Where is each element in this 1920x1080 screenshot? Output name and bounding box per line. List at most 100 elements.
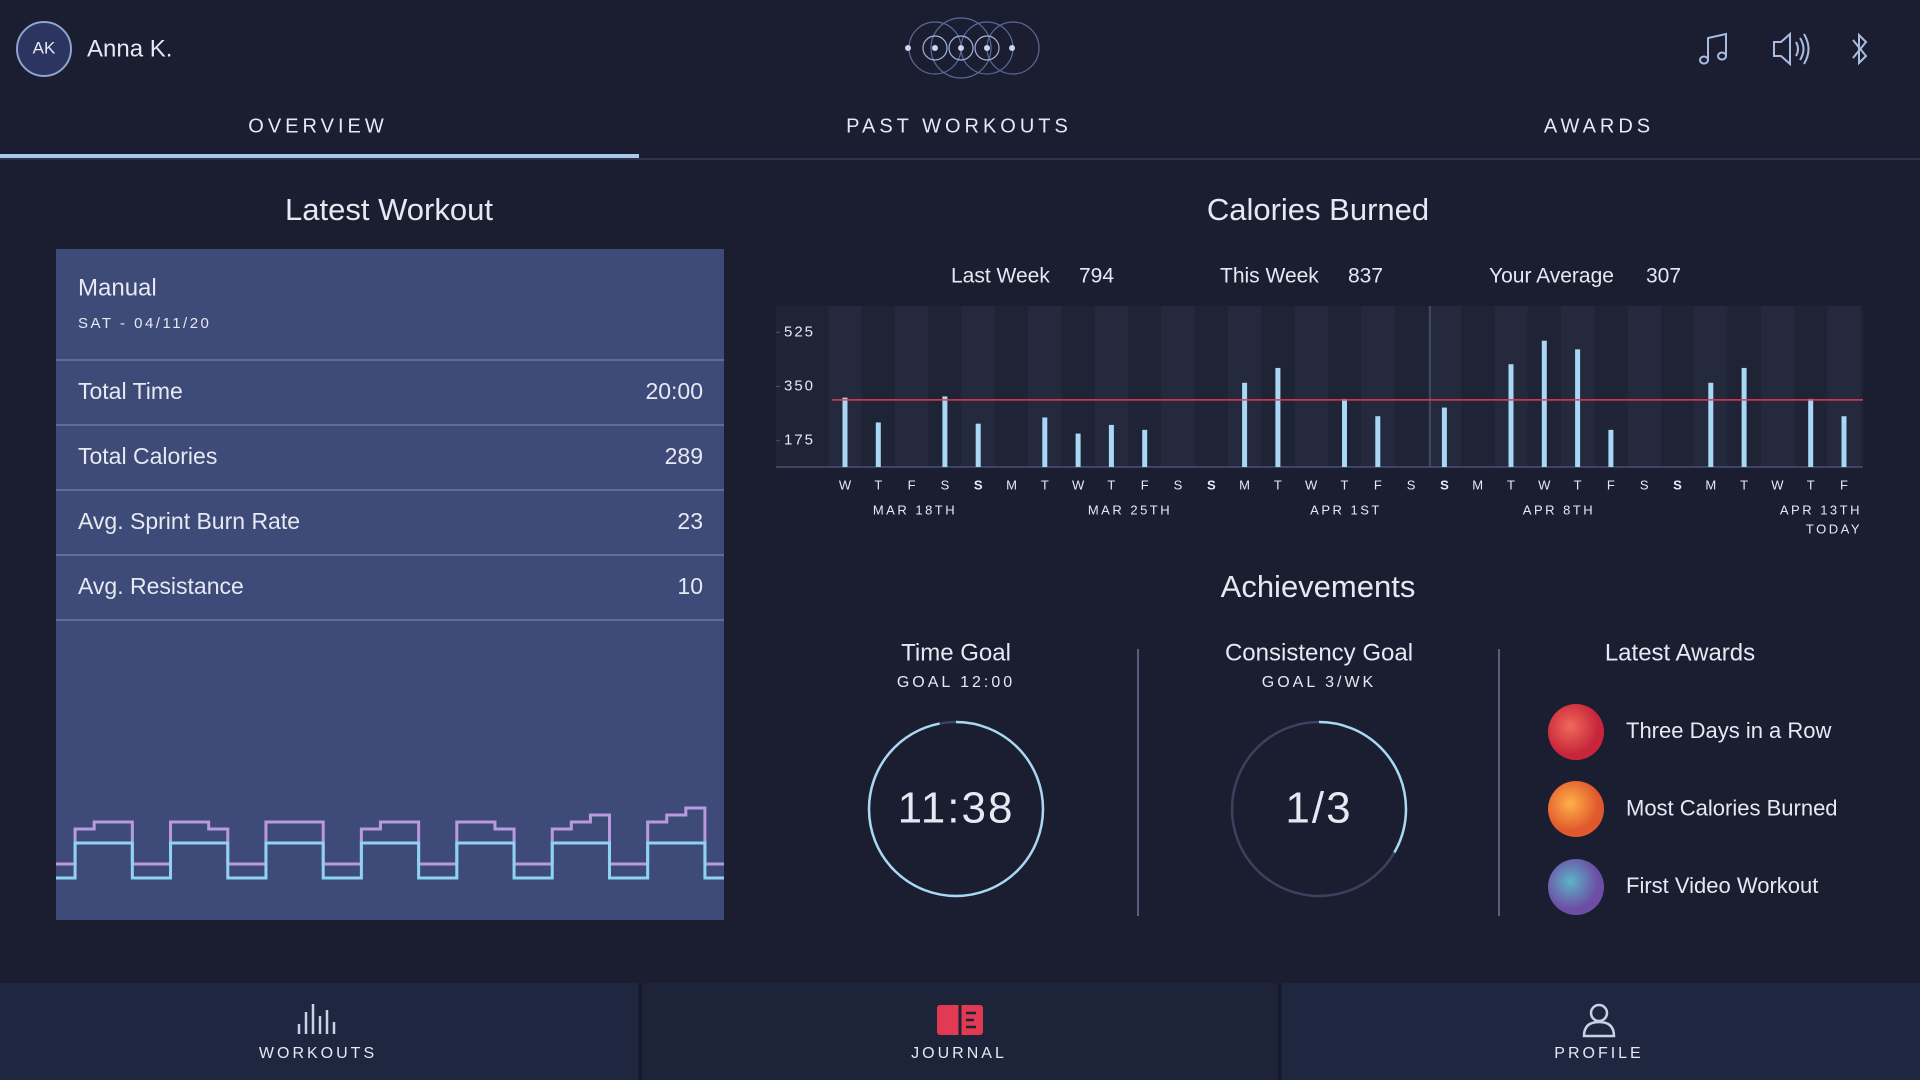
nav-label[interactable]: JOURNAL	[911, 1045, 1007, 1062]
bar	[1275, 367, 1281, 467]
goal-value: 1/3	[1285, 784, 1352, 833]
achievements: Time Goal GOAL 12:00 11:38 Consistency Goal…	[867, 639, 1838, 898]
today-label: TODAY	[1806, 521, 1862, 536]
x-tick-label: T	[874, 477, 882, 492]
workouts-icon[interactable]	[297, 1004, 336, 1034]
bar	[1841, 416, 1847, 467]
x-tick-label: W	[839, 477, 852, 492]
avatar-initials: AK	[33, 38, 56, 57]
bar	[1075, 433, 1081, 467]
x-tick-label: M	[1472, 477, 1483, 492]
calories-chart: Last Week 794 This Week 837 Your Average 307 1…	[776, 265, 1863, 536]
summary-label: Last Week	[951, 265, 1050, 288]
x-tick-label: W	[1771, 477, 1784, 492]
bar	[1541, 340, 1547, 467]
x-tick-label: F	[1607, 477, 1615, 492]
bar	[1342, 398, 1347, 467]
stat-value: 10	[677, 573, 703, 599]
user-name: Anna K.	[87, 35, 172, 62]
bar	[1608, 429, 1614, 467]
summary-value: 307	[1646, 265, 1681, 288]
avatar[interactable]	[16, 21, 72, 77]
x-tick-label: W	[1538, 477, 1551, 492]
x-tick-label: T	[1107, 477, 1115, 492]
date-label: APR 1ST	[1310, 502, 1382, 517]
award-icon[interactable]	[1548, 781, 1604, 837]
music-icon[interactable]	[1699, 32, 1727, 65]
progress-ring	[1230, 720, 1408, 898]
x-tick-label: W	[1072, 477, 1085, 492]
stat-label: Avg. Sprint Burn Rate	[78, 508, 300, 534]
progress-ring	[867, 720, 1045, 898]
nav-label[interactable]: PROFILE	[1554, 1045, 1643, 1062]
x-tick-label: T	[1574, 477, 1582, 492]
bar	[1441, 407, 1447, 467]
nav-label[interactable]: WORKOUTS	[259, 1045, 377, 1062]
award-name[interactable]: First Video Workout	[1626, 873, 1818, 898]
date-label: APR 8TH	[1523, 502, 1595, 517]
day-stripe	[1627, 306, 1661, 467]
y-tick-label: 350	[784, 377, 815, 394]
workout-trace	[56, 806, 724, 880]
profile-icon[interactable]	[1582, 1003, 1616, 1038]
section-title: Achievements	[1221, 569, 1416, 604]
bar	[1375, 416, 1381, 467]
stat-label: Avg. Resistance	[78, 573, 244, 599]
bar	[1242, 382, 1248, 467]
date-label: APR 13TH	[1780, 502, 1862, 517]
x-tick-label: S	[974, 477, 983, 492]
award-icon[interactable]	[1548, 704, 1604, 760]
tab[interactable]: AWARDS	[1544, 115, 1654, 137]
x-tick-label: F	[1840, 477, 1848, 492]
stats-table: Total Time 20:00 Total Calories 289 Avg. Spr…	[56, 359, 724, 621]
bar	[875, 422, 881, 467]
bar	[975, 423, 981, 467]
bar	[942, 396, 948, 467]
x-tick-label: S	[1207, 477, 1216, 492]
x-tick-label: T	[1041, 477, 1049, 492]
tab[interactable]: OVERVIEW	[248, 115, 387, 137]
award-name[interactable]: Most Calories Burned	[1626, 795, 1838, 820]
goal-label: GOAL 3/WK	[1262, 674, 1376, 691]
x-tick-label: T	[1507, 477, 1515, 492]
stat-label: Total Calories	[78, 443, 217, 469]
x-tick-label: S	[1174, 477, 1183, 492]
award-icon[interactable]	[1548, 859, 1604, 915]
x-tick-label: S	[1640, 477, 1649, 492]
column-title: Time Goal	[901, 639, 1011, 666]
x-tick-label: T	[1740, 477, 1748, 492]
y-tick-label: 175	[784, 432, 815, 449]
stat-value: 20:00	[645, 378, 703, 404]
x-tick-label: S	[1673, 477, 1682, 492]
day-stripe	[1760, 306, 1795, 467]
logo	[905, 17, 1040, 79]
volume-icon[interactable]	[1773, 31, 1810, 67]
tab-underline	[0, 154, 639, 158]
column-title: Latest Awards	[1605, 639, 1755, 666]
x-tick-label: T	[1274, 477, 1282, 492]
bar	[842, 397, 848, 467]
journal-icon[interactable]	[937, 1005, 983, 1035]
x-tick-label: W	[1305, 477, 1318, 492]
x-tick-label: S	[941, 477, 950, 492]
section-title: Latest Workout	[285, 192, 493, 227]
tab[interactable]: PAST WORKOUTS	[846, 115, 1072, 137]
stat-value: 289	[665, 443, 703, 469]
bar	[1108, 424, 1114, 467]
bar	[1708, 382, 1714, 467]
award-name[interactable]: Three Days in a Row	[1626, 718, 1832, 743]
goal-value: 11:38	[898, 784, 1015, 833]
y-tick-label: 525	[784, 323, 815, 340]
summary-label: This Week	[1220, 265, 1319, 288]
x-tick-label: T	[1807, 477, 1815, 492]
day-stripe	[894, 306, 929, 467]
stat-label: Total Time	[78, 378, 183, 404]
bluetooth-icon[interactable]	[1852, 32, 1868, 66]
workout-name: Manual	[78, 274, 157, 301]
column-title: Consistency Goal	[1225, 639, 1413, 666]
bar	[1575, 349, 1581, 467]
x-tick-label: M	[1705, 477, 1716, 492]
date-label: MAR 25TH	[1088, 502, 1172, 517]
day-stripe	[1161, 306, 1195, 467]
